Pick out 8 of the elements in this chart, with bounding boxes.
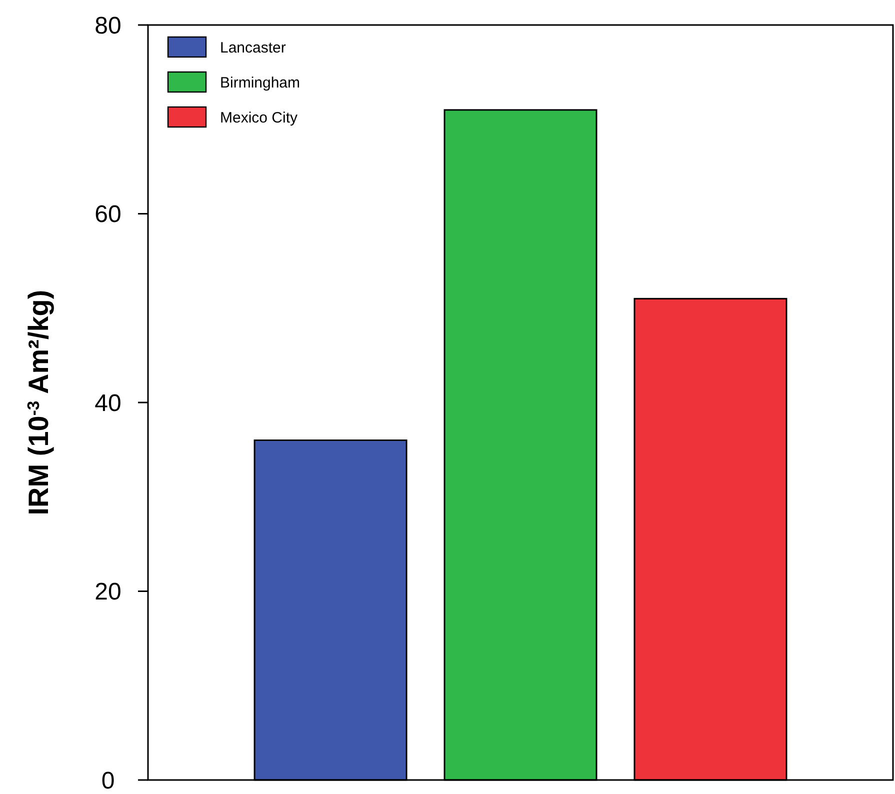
y-tick-label: 40 [94,390,122,417]
y-tick-label: 20 [94,578,122,606]
y-tick-label: 80 [94,12,122,40]
y-tick-label: 60 [94,201,122,228]
legend-label: Lancaster [220,39,286,56]
legend-label: Birmingham [220,74,300,92]
y-tick-label: 0 [101,767,115,794]
legend-label: Mexico City [220,109,298,126]
